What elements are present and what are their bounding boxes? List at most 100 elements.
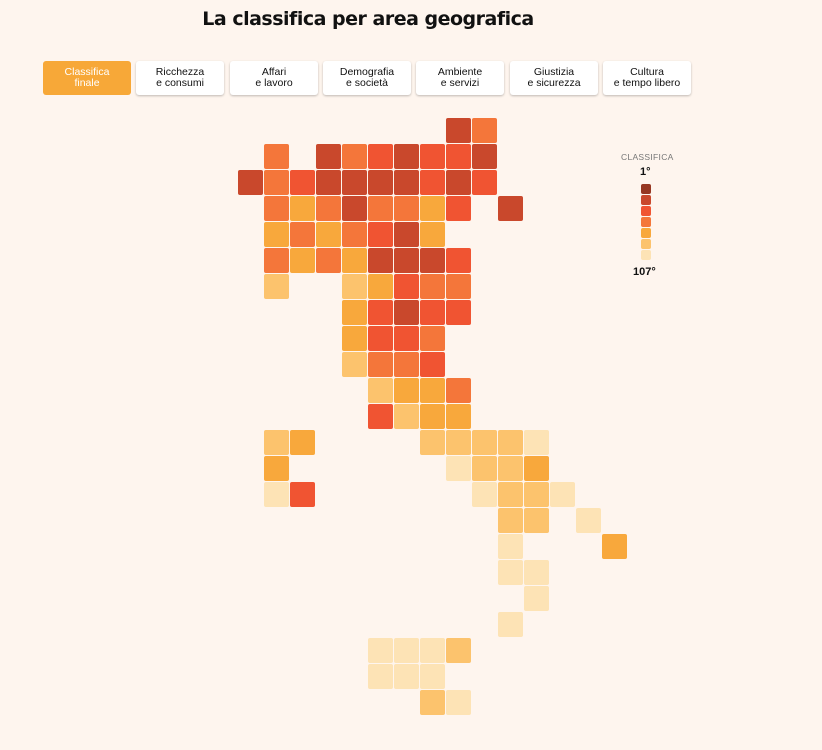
province-tile[interactable]	[263, 248, 289, 273]
province-tile[interactable]	[341, 144, 367, 169]
province-tile[interactable]	[367, 222, 393, 247]
province-tile[interactable]	[419, 404, 445, 429]
province-tile[interactable]	[419, 300, 445, 325]
province-tile[interactable]	[263, 456, 289, 481]
province-tile[interactable]	[393, 352, 419, 377]
province-tile[interactable]	[341, 274, 367, 299]
province-tile[interactable]	[445, 456, 471, 481]
province-tile[interactable]	[419, 326, 445, 351]
province-tile[interactable]	[315, 248, 341, 273]
province-tile[interactable]	[289, 196, 315, 221]
province-tile[interactable]	[263, 430, 289, 455]
tab-ricchezza-e-consumi[interactable]: Ricchezza e consumi	[136, 61, 224, 95]
province-tile[interactable]	[523, 430, 549, 455]
province-tile[interactable]	[497, 482, 523, 507]
province-tile[interactable]	[367, 300, 393, 325]
province-tile[interactable]	[445, 378, 471, 403]
province-tile[interactable]	[419, 664, 445, 689]
province-tile[interactable]	[445, 144, 471, 169]
province-tile[interactable]	[263, 196, 289, 221]
province-tile[interactable]	[445, 196, 471, 221]
province-tile[interactable]	[367, 638, 393, 663]
province-tile[interactable]	[497, 430, 523, 455]
province-tile[interactable]	[393, 248, 419, 273]
province-tile[interactable]	[393, 378, 419, 403]
province-tile[interactable]	[549, 482, 575, 507]
province-tile[interactable]	[289, 482, 315, 507]
province-tile[interactable]	[497, 612, 523, 637]
province-tile[interactable]	[315, 196, 341, 221]
province-tile[interactable]	[393, 404, 419, 429]
province-tile[interactable]	[341, 248, 367, 273]
province-tile[interactable]	[341, 170, 367, 195]
province-tile[interactable]	[263, 274, 289, 299]
province-tile[interactable]	[289, 430, 315, 455]
province-tile[interactable]	[471, 118, 497, 143]
province-tile[interactable]	[393, 170, 419, 195]
province-tile[interactable]	[263, 222, 289, 247]
province-tile[interactable]	[393, 144, 419, 169]
province-tile[interactable]	[497, 196, 523, 221]
province-tile[interactable]	[523, 508, 549, 533]
province-tile[interactable]	[393, 300, 419, 325]
province-tile[interactable]	[341, 300, 367, 325]
province-tile[interactable]	[393, 222, 419, 247]
province-tile[interactable]	[341, 326, 367, 351]
province-tile[interactable]	[445, 690, 471, 715]
province-tile[interactable]	[393, 274, 419, 299]
province-tile[interactable]	[523, 456, 549, 481]
province-tile[interactable]	[393, 196, 419, 221]
province-tile[interactable]	[419, 144, 445, 169]
province-tile[interactable]	[419, 690, 445, 715]
tab-affari-e-lavoro[interactable]: Affari e lavoro	[230, 61, 318, 95]
province-tile[interactable]	[601, 534, 627, 559]
province-tile[interactable]	[419, 196, 445, 221]
province-tile[interactable]	[263, 482, 289, 507]
province-tile[interactable]	[575, 508, 601, 533]
province-tile[interactable]	[419, 638, 445, 663]
province-tile[interactable]	[367, 170, 393, 195]
province-tile[interactable]	[237, 170, 263, 195]
province-tile[interactable]	[315, 144, 341, 169]
province-tile[interactable]	[445, 430, 471, 455]
province-tile[interactable]	[445, 404, 471, 429]
province-tile[interactable]	[523, 482, 549, 507]
province-tile[interactable]	[367, 144, 393, 169]
province-tile[interactable]	[445, 300, 471, 325]
province-tile[interactable]	[419, 430, 445, 455]
province-tile[interactable]	[367, 196, 393, 221]
tab-demografia-e-societa[interactable]: Demografia e società	[323, 61, 411, 95]
province-tile[interactable]	[315, 222, 341, 247]
tab-cultura-e-tempo-libero[interactable]: Cultura e tempo libero	[603, 61, 691, 95]
province-tile[interactable]	[315, 170, 341, 195]
province-tile[interactable]	[497, 534, 523, 559]
province-tile[interactable]	[445, 170, 471, 195]
province-tile[interactable]	[419, 352, 445, 377]
province-tile[interactable]	[393, 326, 419, 351]
tab-giustizia-e-sicurezza[interactable]: Giustizia e sicurezza	[510, 61, 598, 95]
province-tile[interactable]	[289, 248, 315, 273]
province-tile[interactable]	[393, 664, 419, 689]
province-tile[interactable]	[419, 170, 445, 195]
province-tile[interactable]	[393, 638, 419, 663]
province-tile[interactable]	[445, 118, 471, 143]
province-tile[interactable]	[419, 248, 445, 273]
province-tile[interactable]	[367, 404, 393, 429]
province-tile[interactable]	[445, 638, 471, 663]
province-tile[interactable]	[289, 222, 315, 247]
province-tile[interactable]	[419, 274, 445, 299]
province-tile[interactable]	[471, 170, 497, 195]
province-tile[interactable]	[367, 352, 393, 377]
province-tile[interactable]	[367, 664, 393, 689]
province-tile[interactable]	[367, 326, 393, 351]
province-tile[interactable]	[289, 170, 315, 195]
province-tile[interactable]	[263, 144, 289, 169]
province-tile[interactable]	[471, 482, 497, 507]
province-tile[interactable]	[497, 456, 523, 481]
province-tile[interactable]	[445, 274, 471, 299]
province-tile[interactable]	[341, 222, 367, 247]
province-tile[interactable]	[471, 430, 497, 455]
province-tile[interactable]	[523, 560, 549, 585]
province-tile[interactable]	[367, 274, 393, 299]
province-tile[interactable]	[471, 456, 497, 481]
